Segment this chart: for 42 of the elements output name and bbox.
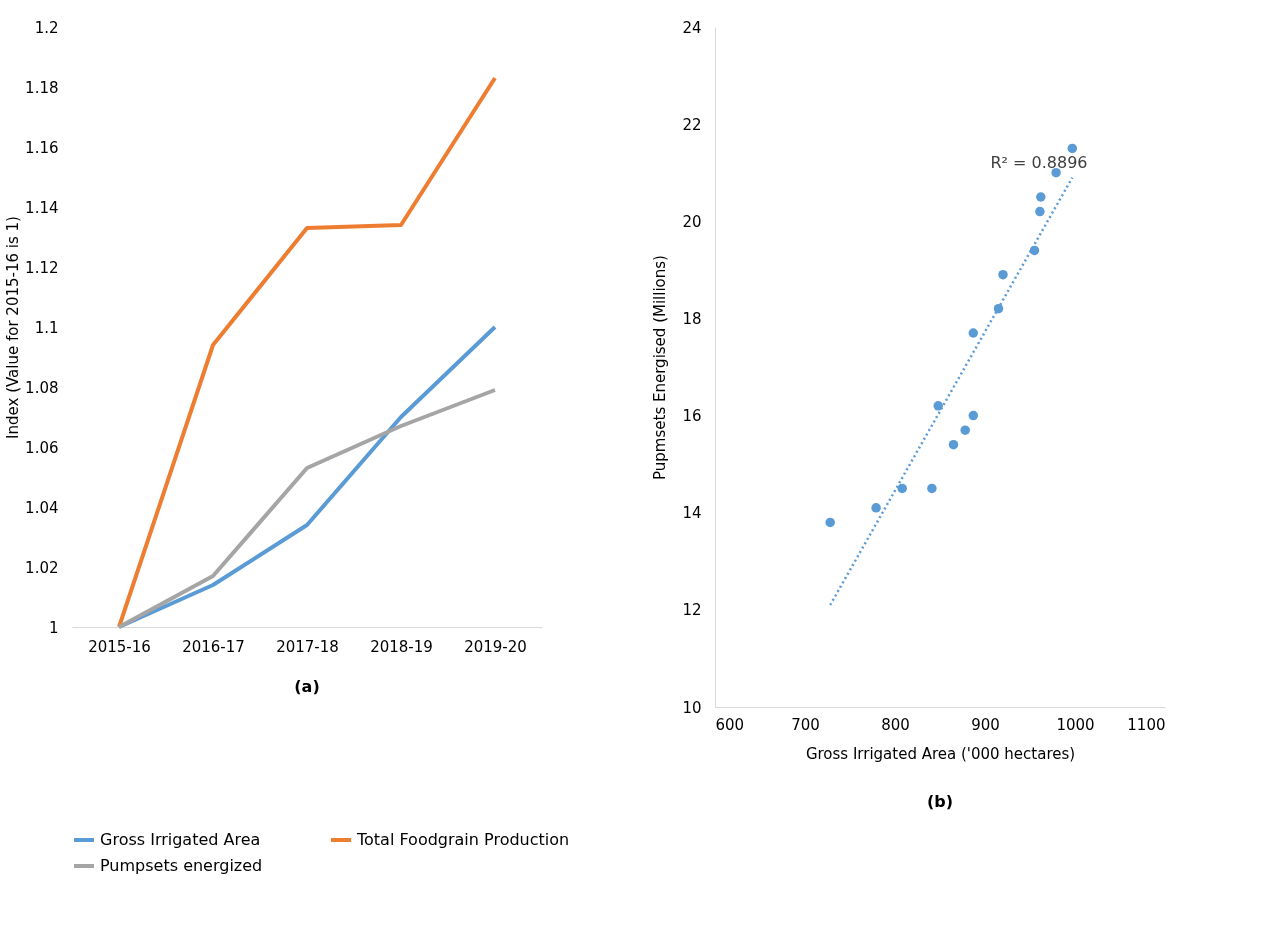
y-tick-label: 1.12 (25, 258, 59, 277)
y-tick-label: 1.1 (34, 318, 59, 337)
line-series (117, 388, 497, 629)
x-tick-label: 2015-16 (88, 637, 151, 656)
y-tick-label: 1.06 (25, 438, 59, 457)
y-tick-label: 1.02 (25, 558, 59, 577)
y-tick-label: 14 (682, 504, 702, 523)
y-tick-label: 1.04 (25, 498, 59, 517)
x-tick-label: 800 (881, 715, 910, 734)
y-tick-label: 16 (682, 407, 702, 426)
line-series (117, 325, 497, 629)
annotation: R² = 0.8896 (990, 153, 1088, 172)
x-tick-label: 1100 (1127, 715, 1166, 734)
text: (b) (926, 792, 954, 811)
y-tick-label: 24 (682, 18, 702, 37)
x-tick-label: 2016-17 (182, 637, 245, 656)
y-tick-label: 1.14 (25, 198, 59, 217)
legend-label: Gross Irrigated Area (100, 830, 261, 849)
text: (a) (294, 677, 320, 696)
x-axis-title: Gross Irrigated Area ('000 hectares) (805, 744, 1076, 763)
x-tick-label: 2017-18 (276, 637, 339, 656)
x-tick-label: 600 (715, 715, 745, 734)
x-tick-label: 2018-19 (370, 637, 433, 656)
y-tick-label: 18 (682, 309, 702, 328)
y-tick-label: 20 (682, 212, 702, 231)
x-tick-label: 700 (791, 715, 820, 734)
y-tick-label: 1.18 (25, 78, 59, 97)
y-tick-label: 10 (682, 698, 702, 717)
legend-label: Total Foodgrain Production (356, 830, 570, 849)
x-tick-label: 2019-20 (464, 637, 527, 656)
y-tick-label: 1.2 (34, 18, 59, 37)
y-tick-label: 22 (682, 115, 702, 134)
x-tick-label: 1000 (1056, 715, 1095, 734)
y-axis-title: Pupmsets Energised (Millions) (651, 255, 670, 480)
legend-label: Pumpsets energized (100, 856, 263, 875)
y-tick-label: 1 (48, 618, 59, 637)
y-tick-label: 1.16 (25, 138, 59, 157)
y-tick-label: 1.08 (25, 378, 59, 397)
y-axis-title: Index (Value for 2015-16 is 1) (4, 216, 23, 439)
y-tick-label: 12 (682, 601, 702, 620)
line-series (117, 76, 497, 629)
x-tick-label: 900 (971, 715, 1000, 734)
